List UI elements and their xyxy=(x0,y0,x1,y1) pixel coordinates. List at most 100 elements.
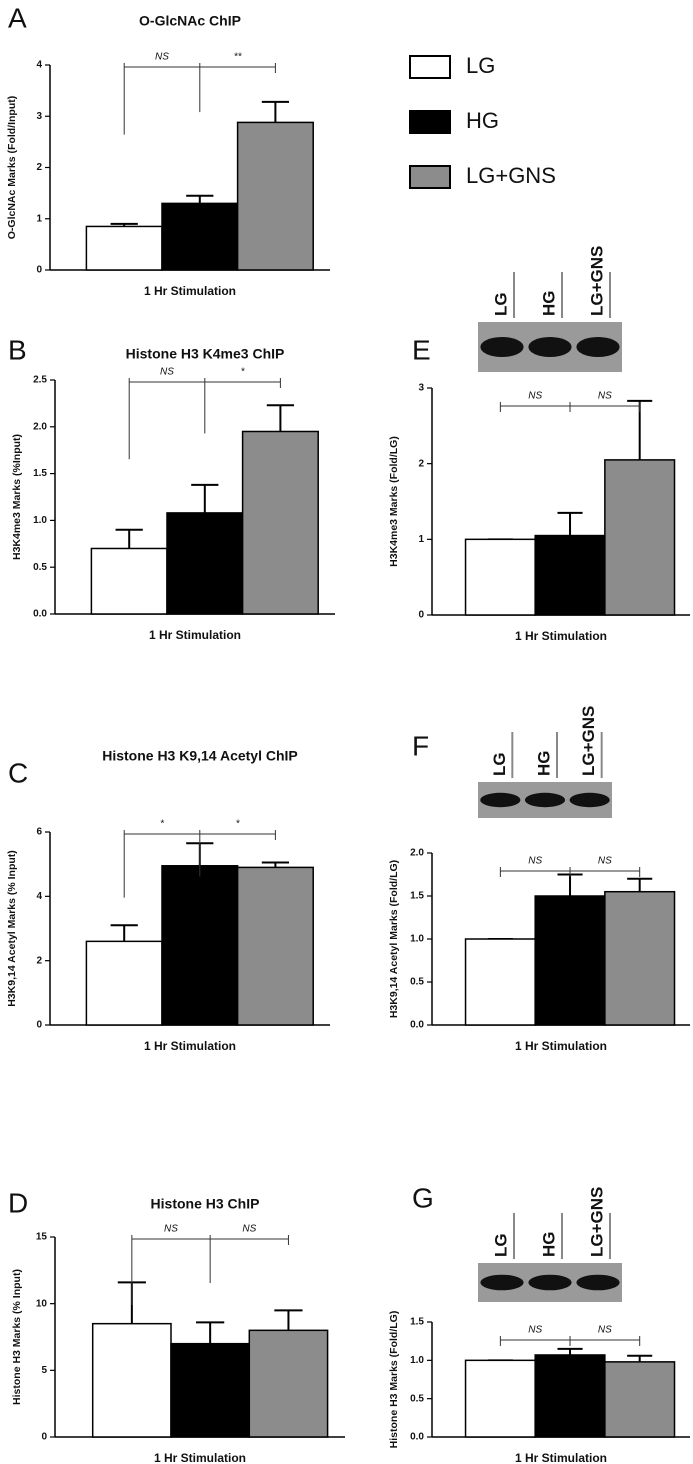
bar xyxy=(91,1322,172,1438)
panel-letter: G xyxy=(412,1182,434,1213)
y-tick-label: 0 xyxy=(36,1020,42,1031)
bar xyxy=(241,430,319,615)
chart-title: Histone H3 K9,14 Acetyl ChIP xyxy=(102,748,298,764)
panel-letter: A xyxy=(8,2,27,33)
x-axis-label: 1 Hr Stimulation xyxy=(149,628,241,642)
chart-title: O-GlcNAc ChIP xyxy=(139,13,241,29)
bar xyxy=(534,895,606,1026)
bar xyxy=(236,866,314,1026)
significance-label: ** xyxy=(234,52,243,63)
significance-label: NS xyxy=(528,856,542,867)
significance-label: * xyxy=(241,367,246,378)
significance-label: NS xyxy=(164,1224,178,1235)
significance-label: NS xyxy=(155,52,169,63)
legend-swatch xyxy=(409,55,451,79)
significance-label: NS xyxy=(598,1325,612,1336)
significance-label: NS xyxy=(598,856,612,867)
y-tick-label: 10 xyxy=(36,1298,48,1309)
y-axis-label: Histone H3 Marks (Fold/LG) xyxy=(388,1311,400,1449)
y-tick-label: 2 xyxy=(418,458,424,469)
y-tick-label: 1.5 xyxy=(410,1317,424,1328)
y-axis-label: H3K4me3 Marks (Fold/LG) xyxy=(388,436,400,567)
panel-letter: C xyxy=(8,757,28,788)
bar xyxy=(464,938,536,1026)
y-tick-label: 2 xyxy=(36,162,42,173)
bar xyxy=(248,1329,329,1438)
blot-band xyxy=(524,792,566,808)
x-axis-label: 1 Hr Stimulation xyxy=(515,1039,607,1053)
bar xyxy=(534,534,606,616)
blot-lane-label: HG xyxy=(539,291,558,317)
y-tick-label: 5 xyxy=(41,1365,47,1376)
bar xyxy=(85,225,163,271)
y-tick-label: 6 xyxy=(36,827,42,838)
significance-label: * xyxy=(160,819,165,830)
bar xyxy=(604,1361,676,1438)
bar xyxy=(161,865,239,1026)
blot-band xyxy=(569,792,610,808)
panel-letter: F xyxy=(412,730,429,761)
y-tick-label: 0 xyxy=(36,265,42,276)
blot-lane-label: HG xyxy=(534,751,553,777)
y-tick-label: 2.0 xyxy=(33,421,47,432)
y-axis-label: H3K9,14 Acetyl Marks (Fold/LG) xyxy=(388,860,400,1018)
blot-band xyxy=(480,792,521,808)
y-tick-label: 1.0 xyxy=(33,515,47,526)
bar xyxy=(464,538,536,616)
y-tick-label: 1 xyxy=(36,213,42,224)
significance-label: NS xyxy=(160,367,174,378)
bar xyxy=(604,890,676,1026)
significance-label: NS xyxy=(528,1325,542,1336)
y-tick-label: 4 xyxy=(36,60,42,71)
bar xyxy=(534,1354,606,1438)
legend-label: LG xyxy=(466,53,495,78)
bar xyxy=(161,202,239,271)
legend-label: HG xyxy=(466,108,499,133)
blot-band xyxy=(576,337,620,357)
panel-letter: B xyxy=(8,334,27,365)
y-tick-label: 0.5 xyxy=(410,977,424,988)
y-tick-label: 0.0 xyxy=(33,609,47,620)
y-tick-label: 1.5 xyxy=(33,468,47,479)
x-axis-label: 1 Hr Stimulation xyxy=(515,1451,607,1464)
y-tick-label: 4 xyxy=(36,891,42,902)
chart-title: Histone H3 ChIP xyxy=(151,1196,260,1212)
panel-letter: D xyxy=(8,1187,28,1218)
x-axis-label: 1 Hr Stimulation xyxy=(515,629,607,643)
y-tick-label: 3 xyxy=(36,111,42,122)
x-axis-label: 1 Hr Stimulation xyxy=(144,1039,236,1053)
bar xyxy=(85,940,163,1026)
significance-label: * xyxy=(236,819,241,830)
y-tick-label: 0.5 xyxy=(33,562,47,573)
bar xyxy=(170,1342,251,1438)
blot-lane-label: LG+GNS xyxy=(587,246,606,316)
y-tick-label: 2.0 xyxy=(410,848,424,859)
y-tick-label: 0.0 xyxy=(410,1020,424,1031)
y-axis-label: H3K4me3 Marks (%Input) xyxy=(11,434,23,560)
y-tick-label: 1.0 xyxy=(410,1355,424,1366)
blot-lane-label: HG xyxy=(539,1232,558,1258)
blot-lane-label: LG+GNS xyxy=(587,1187,606,1257)
y-axis-label: O-GlcNAc Marks (Fold/Input) xyxy=(6,96,18,240)
blot-lane-label: LG xyxy=(491,292,510,316)
blot-lane-label: LG xyxy=(491,1233,510,1257)
bar xyxy=(90,547,168,615)
bar xyxy=(166,512,244,615)
legend-swatch xyxy=(409,165,451,189)
legend-swatch xyxy=(409,110,451,134)
legend-label: LG+GNS xyxy=(466,163,556,188)
blot-band xyxy=(480,337,524,357)
y-tick-label: 0 xyxy=(418,610,424,621)
blot-lane-label: LG xyxy=(490,752,509,776)
y-axis-label: Histone H3 Marks (% Input) xyxy=(11,1269,23,1405)
y-tick-label: 2.5 xyxy=(33,375,47,386)
blot-band xyxy=(480,1274,524,1291)
bar xyxy=(236,121,314,271)
blot-lane-label: LG+GNS xyxy=(579,706,598,776)
y-tick-label: 1.0 xyxy=(410,934,424,945)
x-axis-label: 1 Hr Stimulation xyxy=(144,284,236,298)
y-tick-label: 3 xyxy=(418,383,424,394)
significance-label: NS xyxy=(528,391,542,402)
bar xyxy=(464,1359,536,1438)
